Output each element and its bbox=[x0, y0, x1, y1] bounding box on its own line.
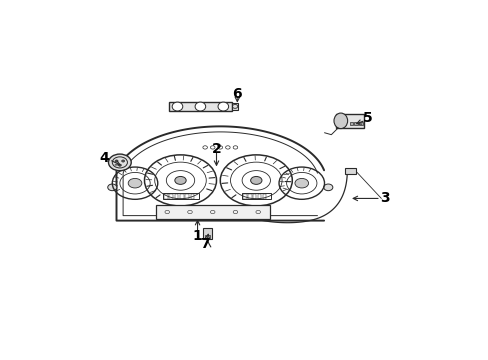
Ellipse shape bbox=[323, 184, 332, 191]
Text: 1: 1 bbox=[192, 229, 202, 243]
Bar bbox=[174, 194, 178, 199]
Bar bbox=[243, 194, 246, 199]
Bar bbox=[345, 168, 355, 174]
Ellipse shape bbox=[172, 102, 183, 111]
Bar bbox=[204, 235, 209, 238]
Bar bbox=[156, 205, 269, 219]
Bar bbox=[169, 194, 173, 199]
Ellipse shape bbox=[115, 160, 118, 162]
Ellipse shape bbox=[107, 184, 117, 191]
Ellipse shape bbox=[118, 164, 121, 166]
Text: 2: 2 bbox=[211, 141, 221, 156]
Bar bbox=[185, 194, 189, 199]
Bar bbox=[247, 194, 251, 199]
Ellipse shape bbox=[108, 154, 131, 171]
Bar bbox=[354, 122, 358, 125]
Bar bbox=[231, 103, 238, 110]
Bar bbox=[258, 194, 261, 199]
Bar bbox=[242, 193, 270, 199]
Bar bbox=[162, 193, 198, 199]
Ellipse shape bbox=[175, 176, 186, 184]
Text: 7: 7 bbox=[200, 237, 209, 251]
Bar bbox=[190, 194, 194, 199]
Ellipse shape bbox=[218, 102, 228, 111]
Text: ❄: ❄ bbox=[216, 144, 220, 149]
Bar bbox=[335, 114, 364, 128]
Ellipse shape bbox=[195, 102, 205, 111]
Bar bbox=[163, 194, 167, 199]
Ellipse shape bbox=[333, 113, 347, 129]
Bar bbox=[203, 228, 211, 239]
Bar bbox=[349, 122, 353, 125]
Text: 3: 3 bbox=[380, 192, 389, 206]
Bar bbox=[253, 194, 256, 199]
Bar bbox=[359, 122, 363, 125]
Ellipse shape bbox=[128, 179, 142, 188]
Bar bbox=[180, 194, 183, 199]
Bar bbox=[263, 194, 266, 199]
Ellipse shape bbox=[250, 176, 262, 184]
Ellipse shape bbox=[294, 179, 308, 188]
Text: 5: 5 bbox=[363, 111, 372, 125]
Bar bbox=[169, 102, 231, 111]
Ellipse shape bbox=[122, 160, 124, 162]
Text: 6: 6 bbox=[232, 87, 242, 102]
Text: 4: 4 bbox=[100, 151, 109, 165]
